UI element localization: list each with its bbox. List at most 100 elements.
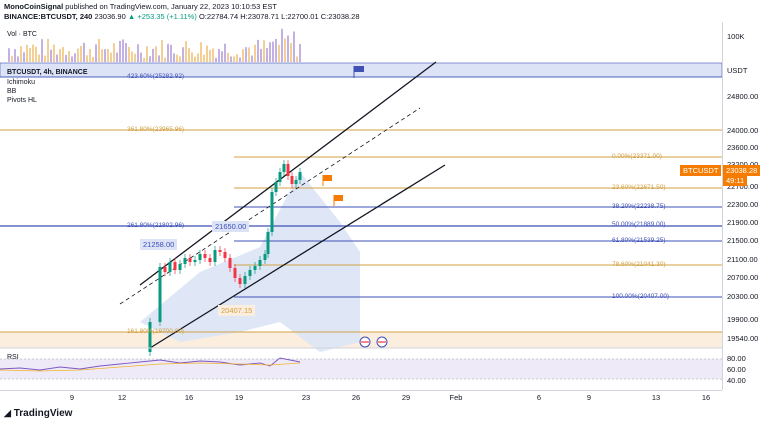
volume-bar (221, 51, 223, 62)
volume-bar (74, 53, 76, 62)
ohlc-values: O:22784.74 H:23078.71 L:22700.01 C:23038… (198, 12, 360, 21)
volume-bar (263, 40, 265, 62)
fib-label-361: 361.80%(23965.96) (127, 126, 185, 133)
time-axis[interactable]: 9 12 16 19 23 26 29 Feb 6 9 13 16 (0, 390, 722, 405)
volume-bar (107, 48, 109, 62)
volume-bar (38, 54, 40, 62)
candle-body (188, 258, 192, 262)
candle-body (270, 192, 274, 232)
volume-bar (116, 52, 118, 62)
time-label: 29 (401, 393, 411, 402)
volume-bar (212, 48, 214, 62)
volume-bar (290, 42, 292, 62)
indicator-bb[interactable]: BB (7, 88, 17, 95)
volume-bar (77, 48, 79, 62)
volume-bar (71, 56, 73, 62)
volume-bar (20, 46, 22, 62)
fib-label-382: 38.20%(22238.75) (612, 203, 666, 210)
symbol-name[interactable]: BINANCE:BTCUSDT, 240 (4, 12, 93, 21)
volume-bar (62, 47, 64, 62)
fib-label-236: 23.60%(22671.50) (612, 184, 666, 191)
volume-bar (155, 46, 157, 62)
price-label: 21900.00 (727, 218, 759, 227)
rsi-axis-label: 60.00 (727, 365, 746, 374)
volume-bar (41, 39, 43, 62)
price-label: 24000.00 (727, 126, 759, 135)
volume-bar (236, 54, 238, 62)
time-label: Feb (449, 393, 463, 402)
volume-bar (80, 45, 82, 62)
volume-bar (173, 53, 175, 62)
volume-bar (95, 44, 97, 62)
volume-bar (206, 45, 208, 62)
indicator-pivots[interactable]: Pivots HL (7, 97, 37, 104)
candle-body (263, 254, 267, 260)
volume-bar (185, 41, 187, 62)
volume-bar (272, 41, 274, 62)
volume-bar (65, 54, 67, 62)
price-label: 20700.00 (727, 273, 759, 282)
author-name[interactable]: MonoCoinSignal (4, 2, 64, 11)
volume-bar (128, 46, 130, 62)
volume-bar (167, 43, 169, 62)
time-label: 13 (651, 393, 661, 402)
price-axis[interactable]: 100K USDT 24800.00 24000.00 23600.00 232… (722, 22, 768, 390)
volume-bar (86, 55, 88, 62)
volume-bar (14, 49, 16, 62)
footer: ◢ TradingView (0, 404, 768, 425)
candle-body (173, 262, 177, 270)
brand-name: TradingView (13, 408, 73, 419)
volume-bar (29, 48, 31, 62)
time-label: 9 (586, 393, 592, 402)
volume-bar (89, 48, 91, 62)
price-label: 22300.00 (727, 200, 759, 209)
candle-body (193, 260, 197, 262)
volume-bar (26, 44, 28, 62)
indicator-ichimoku[interactable]: Ichimoku (7, 79, 36, 86)
chart-header: MonoCoinSignal published on TradingView.… (0, 0, 768, 22)
volume-bar (50, 49, 52, 62)
volume-bar (209, 49, 211, 62)
price-label: 19900.00 (727, 315, 759, 324)
time-label: 16 (184, 393, 194, 402)
fib-label-161: 161.80%(19700.00) (127, 328, 185, 335)
pivot-high-label[interactable]: 21650.00 (212, 221, 250, 232)
candle-body (228, 258, 232, 268)
price-label: 24800.00 (727, 92, 759, 101)
price-label: 23200.00 (727, 160, 758, 169)
flag-orange-icon[interactable] (333, 195, 343, 206)
volume-bar (104, 49, 106, 62)
volume-legend[interactable]: Vol · BTC (7, 31, 37, 38)
rsi-axis-label: 40.00 (727, 376, 746, 385)
fib-label-423: 423.60%(25282.92) (127, 73, 185, 80)
rsi-ma-line (0, 362, 301, 372)
candle-body (218, 250, 222, 252)
channel-lower-line[interactable] (149, 164, 446, 349)
candle-body (198, 254, 202, 260)
pivot-high-label[interactable]: 21258.00 (140, 239, 178, 250)
time-label: 23 (301, 393, 311, 402)
volume-bar (188, 48, 190, 62)
tradingview-logo[interactable]: ◢ TradingView (4, 408, 72, 419)
candle-body (233, 268, 237, 278)
rsi-axis-label: 80.00 (727, 354, 746, 363)
flag-blue-icon[interactable] (353, 66, 364, 78)
pivot-low-label[interactable]: 20407.15 (218, 305, 256, 316)
flag-orange-icon[interactable] (322, 175, 332, 186)
volume-bar (137, 44, 139, 62)
chart-canvas[interactable] (0, 22, 723, 390)
volume-bar (131, 51, 133, 62)
chart-pane[interactable]: Vol · BTC BTCUSDT, 4h, BINANCE Ichimoku … (0, 22, 723, 390)
volume-bar (59, 49, 61, 62)
volume-bar (56, 54, 58, 62)
candle-body (274, 182, 278, 192)
symbol-legend[interactable]: BTCUSDT, 4h, BINANCE (7, 69, 88, 76)
price-label: 23600.00 (727, 143, 759, 152)
symbol-price-tag: BTCUSDT (680, 165, 722, 176)
volume-bar (152, 48, 154, 62)
candle-body (213, 250, 217, 262)
price-label: 21100.00 (727, 255, 758, 264)
volume-bar (122, 39, 124, 62)
countdown-tag: 49:11 (723, 175, 748, 186)
rsi-legend[interactable]: RSI (7, 354, 19, 361)
